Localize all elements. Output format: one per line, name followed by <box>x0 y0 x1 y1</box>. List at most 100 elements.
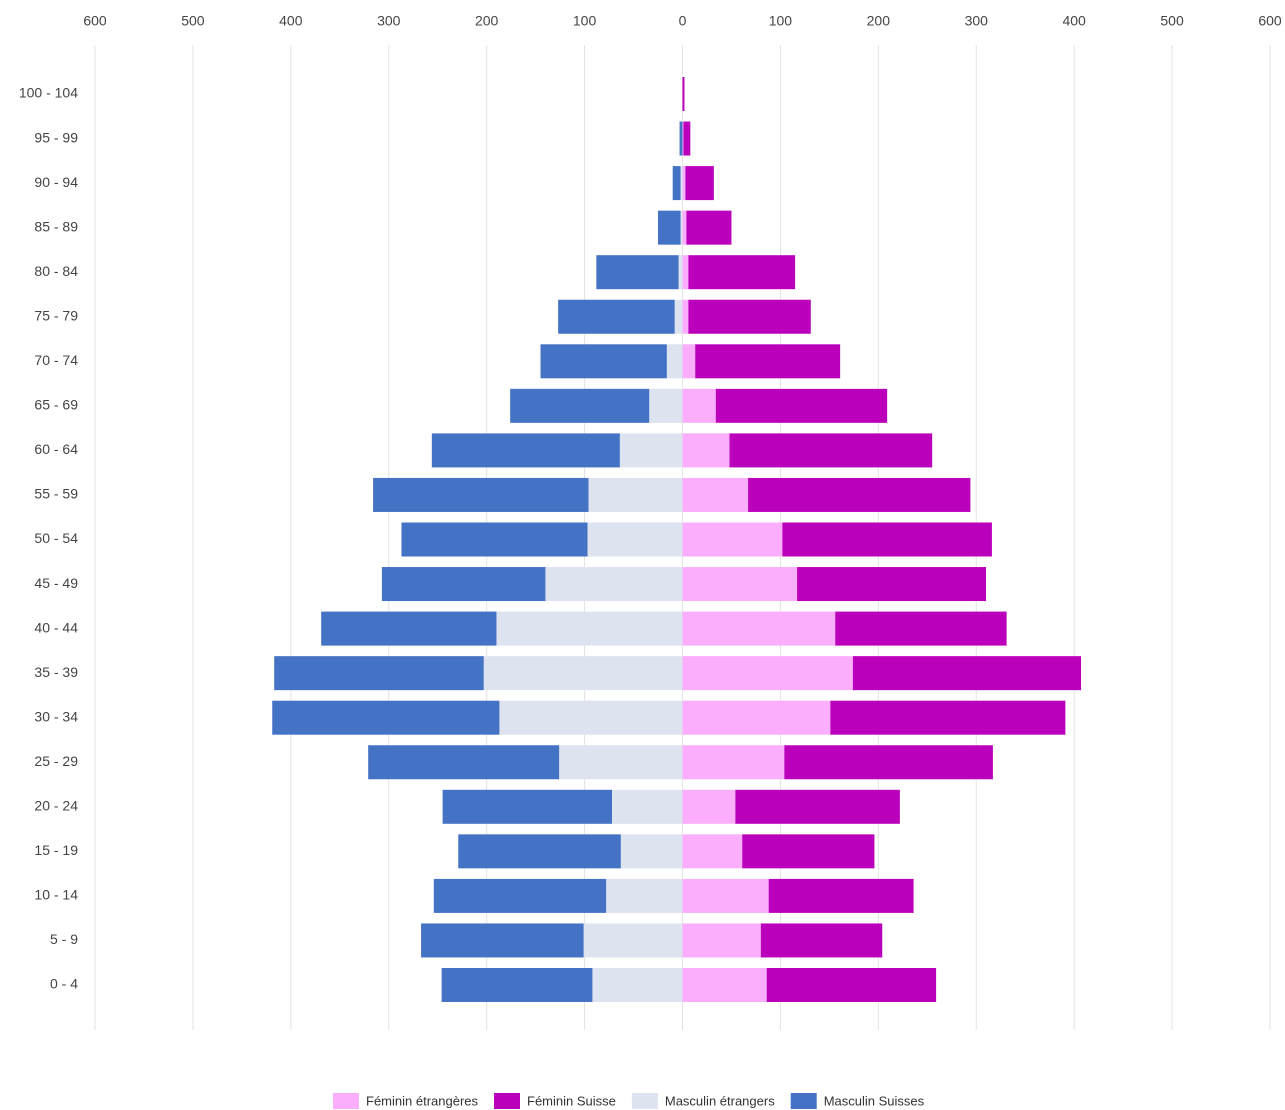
y-tick-label: 65 - 69 <box>34 397 78 413</box>
y-tick-label: 80 - 84 <box>34 263 78 279</box>
bar <box>688 299 811 334</box>
bar <box>401 522 588 557</box>
bar <box>433 878 607 913</box>
bar <box>682 166 686 201</box>
bar <box>442 789 612 824</box>
bar <box>766 968 937 1002</box>
bar <box>321 611 497 646</box>
bar <box>678 255 683 290</box>
bar <box>682 968 767 1002</box>
bar <box>381 567 546 602</box>
bar <box>682 121 684 156</box>
bar <box>592 968 683 1002</box>
bar <box>782 522 992 557</box>
x-tick-label: 100 <box>769 13 793 29</box>
y-tick-label: 15 - 19 <box>34 842 78 858</box>
y-tick-label: 75 - 79 <box>34 307 78 323</box>
bar <box>682 656 853 691</box>
bar <box>483 656 683 691</box>
y-tick-label: 20 - 24 <box>34 798 78 814</box>
legend-swatch <box>790 1093 817 1109</box>
y-tick-label: 35 - 39 <box>34 664 78 680</box>
bar <box>658 210 681 245</box>
bar <box>682 611 836 646</box>
bar <box>545 567 683 602</box>
bar <box>784 745 993 780</box>
bar <box>682 567 798 602</box>
bar <box>682 878 769 913</box>
bar <box>674 299 683 334</box>
y-tick-label: 5 - 9 <box>50 931 78 947</box>
bar <box>729 433 933 468</box>
bar <box>619 433 683 468</box>
bar <box>672 166 681 201</box>
bar <box>679 121 683 156</box>
bar <box>760 923 883 958</box>
bar <box>748 477 971 512</box>
bar <box>682 745 785 780</box>
bar <box>683 121 691 156</box>
x-tick-label: 400 <box>1062 13 1086 29</box>
y-tick-label: 95 - 99 <box>34 129 78 145</box>
bar <box>695 344 841 379</box>
bar <box>596 255 679 290</box>
bar <box>742 834 875 869</box>
bar <box>421 923 584 958</box>
x-tick-label: 200 <box>867 13 891 29</box>
bar <box>510 388 650 423</box>
x-tick-label: 500 <box>1160 13 1184 29</box>
bar <box>587 522 683 557</box>
bar <box>682 834 743 869</box>
bar <box>540 344 667 379</box>
x-tick-label: 300 <box>965 13 989 29</box>
bar <box>682 923 761 958</box>
bar <box>274 656 484 691</box>
bar <box>797 567 987 602</box>
bar <box>682 255 689 290</box>
bar <box>682 388 716 423</box>
y-tick-label: 25 - 29 <box>34 753 78 769</box>
bar <box>685 166 714 201</box>
y-tick-label: 45 - 49 <box>34 575 78 591</box>
bar <box>715 388 888 423</box>
bar <box>666 344 683 379</box>
y-tick-label: 60 - 64 <box>34 441 78 457</box>
bar <box>682 433 730 468</box>
x-tick-label: 200 <box>475 13 499 29</box>
legend-label: Féminin Suisse <box>527 1093 616 1108</box>
bar <box>682 299 689 334</box>
bar <box>682 477 749 512</box>
y-tick-label: 90 - 94 <box>34 174 78 190</box>
bar <box>583 923 683 958</box>
bar <box>682 210 687 245</box>
bar <box>649 388 683 423</box>
bar <box>559 745 683 780</box>
bar <box>680 166 683 201</box>
bar <box>606 878 683 913</box>
bar <box>835 611 1007 646</box>
bar <box>499 700 683 735</box>
bar <box>373 477 589 512</box>
y-tick-label: 55 - 59 <box>34 486 78 502</box>
bar <box>688 255 796 290</box>
legend-label: Féminin étrangères <box>366 1093 478 1108</box>
bar <box>735 789 900 824</box>
legend-swatch <box>333 1093 359 1109</box>
x-tick-label: 600 <box>83 13 107 29</box>
bar <box>680 210 683 245</box>
bar <box>431 433 620 468</box>
x-tick-label: 100 <box>573 13 597 29</box>
bar <box>682 700 831 735</box>
legend-label: Masculin étrangers <box>665 1093 775 1108</box>
y-tick-label: 70 - 74 <box>34 352 78 368</box>
bar <box>272 700 500 735</box>
y-tick-label: 10 - 14 <box>34 887 78 903</box>
bar <box>682 789 736 824</box>
bar <box>768 878 914 913</box>
bar <box>458 834 621 869</box>
y-tick-label: 100 - 104 <box>19 85 78 101</box>
y-tick-label: 85 - 89 <box>34 218 78 234</box>
legend-swatch <box>631 1093 658 1109</box>
y-tick-label: 50 - 54 <box>34 530 78 546</box>
